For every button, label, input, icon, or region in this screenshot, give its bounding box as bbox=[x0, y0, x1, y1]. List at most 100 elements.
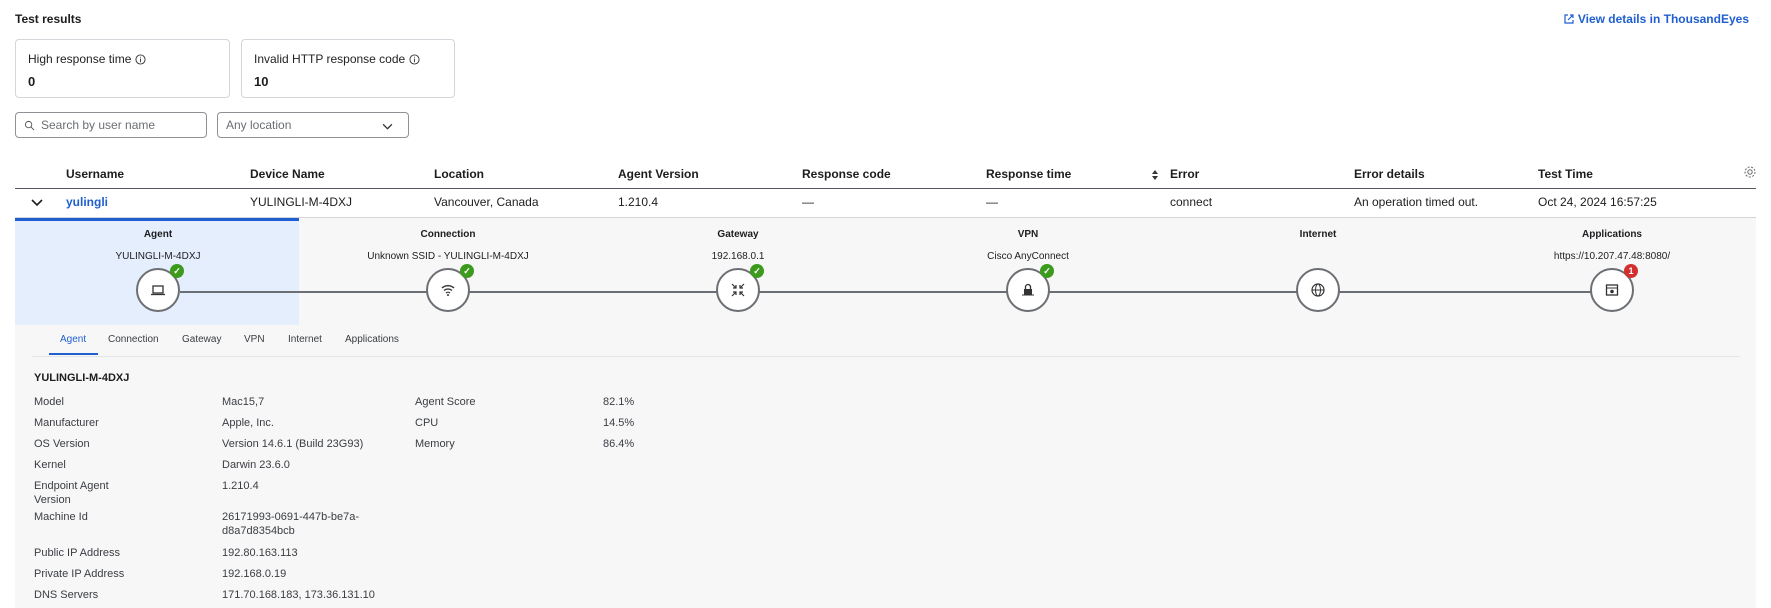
chevron-down-icon bbox=[382, 123, 393, 130]
col-error-details[interactable]: Error details bbox=[1354, 167, 1425, 181]
detail-label: Private IP Address bbox=[34, 568, 125, 580]
search-icon bbox=[24, 120, 35, 130]
step-sub-gateway: 192.168.0.1 bbox=[711, 251, 765, 262]
tab-vpn[interactable]: VPN bbox=[244, 334, 265, 345]
check-icon: ✓ bbox=[750, 264, 764, 278]
check-icon: ✓ bbox=[170, 264, 184, 278]
gear-icon[interactable] bbox=[1743, 165, 1757, 179]
response-time-cell: — bbox=[986, 195, 998, 209]
detail-value: Mac15,7 bbox=[222, 396, 265, 408]
step-title-gateway: Gateway bbox=[717, 229, 759, 240]
tab-internet[interactable]: Internet bbox=[288, 334, 322, 345]
info-icon[interactable] bbox=[135, 53, 146, 65]
search-input[interactable]: Search by user name bbox=[15, 112, 207, 138]
col-location[interactable]: Location bbox=[434, 167, 484, 181]
step-title-vpn: VPN bbox=[1017, 229, 1039, 240]
detail-value: 1.210.4 bbox=[222, 480, 259, 492]
col-error[interactable]: Error bbox=[1170, 167, 1200, 181]
test-time-cell: Oct 24, 2024 16:57:25 bbox=[1538, 195, 1657, 209]
username-link[interactable]: yulingli bbox=[66, 195, 108, 209]
detail-value: 14.5% bbox=[603, 417, 635, 429]
card-value: 0 bbox=[28, 74, 36, 89]
col-test-time[interactable]: Test Time bbox=[1538, 167, 1593, 181]
detail-label: Memory bbox=[415, 438, 455, 450]
node-internet[interactable] bbox=[1296, 268, 1340, 312]
sort-icon[interactable] bbox=[1151, 169, 1159, 181]
detail-tabs: Agent Connection Gateway VPN Internet Ap… bbox=[32, 330, 1740, 357]
step-sub-agent: YULINGLI-M-4DXJ bbox=[115, 251, 201, 262]
app-icon bbox=[1605, 284, 1619, 296]
external-link-icon bbox=[1564, 14, 1574, 24]
table-row[interactable]: yulingli YULINGLI-M-4DXJ Vancouver, Cana… bbox=[15, 189, 1756, 218]
node-vpn[interactable]: ✓ bbox=[1006, 264, 1054, 312]
check-icon: ✓ bbox=[1040, 264, 1054, 278]
detail-value: 82.1% bbox=[603, 396, 635, 408]
tab-gateway[interactable]: Gateway bbox=[182, 334, 222, 345]
detail-label: OS Version bbox=[34, 438, 90, 450]
node-agent[interactable]: ✓ bbox=[136, 264, 184, 312]
info-icon[interactable] bbox=[409, 53, 420, 65]
detail-label: Agent Score bbox=[415, 396, 476, 408]
step-sub-vpn: Cisco AnyConnect bbox=[987, 251, 1069, 262]
invalid-http-card: Invalid HTTP response code 10 bbox=[241, 39, 455, 98]
tab-applications[interactable]: Applications bbox=[345, 334, 399, 345]
col-response-code[interactable]: Response code bbox=[802, 167, 891, 181]
agent-detail-title: YULINGLI-M-4DXJ bbox=[34, 372, 130, 384]
error-cell: connect bbox=[1170, 195, 1213, 209]
node-applications[interactable]: 1 bbox=[1590, 264, 1638, 312]
node-gateway[interactable]: ✓ bbox=[716, 264, 764, 312]
card-value: 10 bbox=[254, 74, 269, 89]
path-line bbox=[180, 291, 1602, 293]
search-placeholder: Search by user name bbox=[41, 118, 156, 132]
detail-value: 171.70.168.183, 173.36.131.10 bbox=[222, 589, 375, 601]
laptop-icon bbox=[151, 285, 165, 296]
active-tab-indicator bbox=[49, 353, 98, 355]
detail-label: Manufacturer bbox=[34, 417, 99, 429]
vpn-icon bbox=[1022, 283, 1034, 296]
step-sub-applications: https://10.207.47.48:8080/ bbox=[1553, 251, 1671, 262]
card-label: Invalid HTTP response code bbox=[254, 52, 406, 66]
error-details-cell: An operation timed out. bbox=[1354, 195, 1479, 209]
location-cell: Vancouver, Canada bbox=[434, 195, 539, 209]
tab-connection[interactable]: Connection bbox=[108, 334, 159, 345]
col-agent-version[interactable]: Agent Version bbox=[618, 167, 699, 181]
agent-version-cell: 1.210.4 bbox=[618, 195, 659, 209]
view-details-link[interactable]: View details in ThousandEyes bbox=[1564, 12, 1749, 26]
detail-label: Kernel bbox=[34, 459, 66, 471]
location-select[interactable]: Any location bbox=[217, 112, 409, 138]
detail-value: Darwin 23.6.0 bbox=[222, 459, 290, 471]
step-title-applications: Applications bbox=[1581, 229, 1643, 240]
col-response-time[interactable]: Response time bbox=[986, 167, 1072, 181]
detail-value: 192.80.163.113 bbox=[222, 547, 298, 559]
detail-value: 26171993-0691-447b-be7a-d8a7d8354bcb bbox=[222, 511, 360, 537]
detail-value: Apple, Inc. bbox=[222, 417, 274, 429]
step-sub-connection: Unknown SSID - YULINGLI-M-4DXJ bbox=[367, 251, 529, 262]
location-value: Any location bbox=[226, 118, 292, 132]
card-label: High response time bbox=[28, 52, 132, 66]
detail-label: Endpoint Agent Version bbox=[34, 480, 109, 506]
step-title-internet: Internet bbox=[1299, 229, 1337, 240]
detail-label: Model bbox=[34, 396, 64, 408]
col-username[interactable]: Username bbox=[66, 167, 125, 181]
detail-label: Public IP Address bbox=[34, 547, 121, 559]
page-title: Test results bbox=[15, 12, 82, 26]
wifi-icon bbox=[441, 285, 455, 296]
detail-label: Machine Id bbox=[34, 511, 88, 523]
chevron-down-icon[interactable] bbox=[31, 199, 43, 207]
error-badge: 1 bbox=[1624, 264, 1638, 278]
device-name-cell: YULINGLI-M-4DXJ bbox=[250, 195, 353, 209]
high-response-time-card: High response time 0 bbox=[15, 39, 230, 98]
col-device-name[interactable]: Device Name bbox=[250, 167, 325, 181]
detail-value: Version 14.6.1 (Build 23G93) bbox=[222, 438, 364, 450]
node-connection[interactable]: ✓ bbox=[426, 264, 474, 312]
detail-value: 192.168.0.19 bbox=[222, 568, 287, 580]
tab-agent[interactable]: Agent bbox=[60, 334, 87, 345]
detail-value: 86.4% bbox=[603, 438, 635, 450]
check-icon: ✓ bbox=[460, 264, 474, 278]
expanded-row-panel: Agent YULINGLI-M-4DXJ ✓ Connection Unkno… bbox=[15, 218, 1756, 608]
globe-icon bbox=[1311, 283, 1325, 297]
table-header: Username Device Name Location Agent Vers… bbox=[15, 160, 1756, 189]
response-code-cell: — bbox=[802, 195, 814, 209]
step-title-connection: Connection bbox=[420, 229, 476, 240]
detail-label: CPU bbox=[415, 417, 439, 429]
